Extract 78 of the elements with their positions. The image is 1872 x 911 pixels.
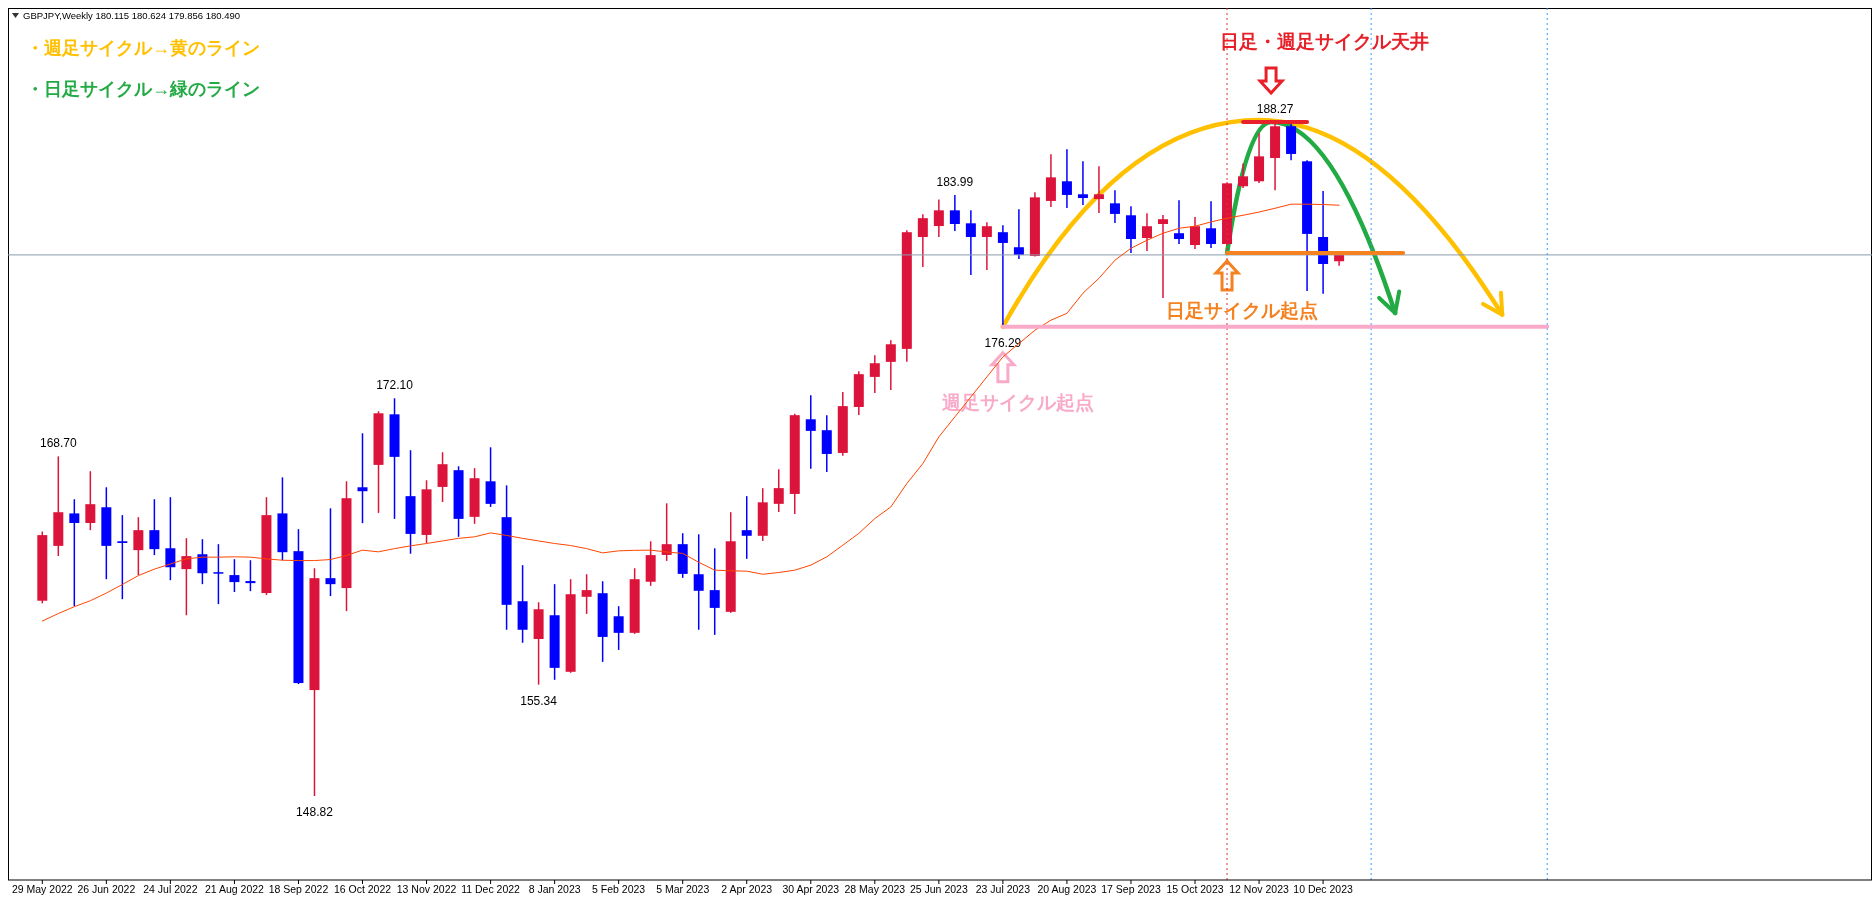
- x-tick-label: 12 Nov 2023: [1229, 883, 1289, 896]
- candlestick: [213, 543, 224, 605]
- text: 188.27: [1256, 102, 1294, 116]
- text: 日足・週足サイクル天井: [1219, 31, 1429, 52]
- candlestick: [709, 547, 720, 636]
- annotation: 183.99: [936, 175, 974, 190]
- chart-title: GBPJPY,Weekly 180.115 180.624 179.856 180.490: [23, 10, 241, 21]
- x-tick-label: 17 Sep 2023: [1101, 883, 1161, 896]
- candlestick: [693, 533, 704, 631]
- candlestick: [357, 432, 368, 524]
- x-tick-label: 24 Jul 2022: [143, 883, 198, 896]
- x-tick-label: 26 Jun 2022: [77, 883, 136, 896]
- x-tick-label: 13 Nov 2022: [396, 883, 457, 896]
- x-tick-label: 20 Aug 2023: [1037, 883, 1097, 896]
- annotation: 172.10: [376, 378, 414, 393]
- candlestick: [917, 213, 928, 268]
- candlestick: [1157, 214, 1168, 299]
- candlestick: [149, 498, 160, 556]
- text: ・週足サイクル→黄のライン: [26, 38, 260, 58]
- annotation: 168.70: [39, 436, 77, 451]
- x-tick-label: 28 May 2023: [844, 883, 906, 896]
- candlestick: [933, 198, 944, 238]
- x-tick-label: 15 Oct 2023: [1166, 883, 1224, 896]
- candlestick: [165, 496, 176, 581]
- candlestick: [1190, 216, 1201, 250]
- candlestick: [773, 468, 784, 513]
- candlestick: [885, 339, 896, 391]
- candlestick: [613, 605, 624, 651]
- candlestick: [805, 394, 816, 470]
- x-tick-label: 2 Apr 2023: [721, 883, 773, 896]
- annotation: 155.34: [520, 693, 558, 708]
- candlestick: [965, 209, 976, 276]
- candlestick: [1238, 162, 1249, 189]
- text: 148.82: [296, 805, 334, 819]
- candlestick: [869, 354, 880, 394]
- x-tick-label: 5 Feb 2023: [592, 883, 646, 896]
- x-tick-label: 25 Jun 2023: [909, 883, 968, 896]
- annotation: 日足サイクル起点: [1166, 300, 1319, 322]
- candlestick: [85, 470, 96, 531]
- candlestick: [325, 507, 336, 597]
- x-tick-label: 18 Sep 2022: [268, 883, 329, 896]
- x-tick-label: 5 Mar 2023: [656, 883, 710, 896]
- candlestick: [1061, 148, 1072, 209]
- candlestick: [1109, 189, 1120, 224]
- candlestick: [117, 514, 128, 600]
- candlestick: [133, 516, 144, 576]
- candlestick: [1013, 208, 1024, 260]
- candlestick: [1174, 199, 1184, 245]
- x-tick-label: 16 Oct 2022: [333, 883, 392, 896]
- candlestick: [1077, 160, 1088, 206]
- x-tick-label: 29 May 2022: [11, 883, 73, 896]
- candlestick: [1206, 200, 1217, 249]
- candlestick: [229, 558, 240, 593]
- candlestick: [821, 414, 832, 473]
- x-tick-label: 21 Aug 2022: [204, 883, 265, 896]
- x-tick-label: 11 Dec 2022: [461, 883, 521, 896]
- x-tick-label: 30 Apr 2023: [782, 883, 840, 896]
- text: ・日足サイクル→緑のライン: [26, 79, 260, 99]
- candlestick: [197, 538, 208, 585]
- x-tick-label: 8 Jan 2023: [528, 883, 581, 896]
- candlestick: [741, 495, 752, 560]
- x-tick-label: 23 Jul 2023: [975, 883, 1031, 896]
- candlestick: [981, 221, 992, 271]
- candlestick: [69, 498, 80, 607]
- candlestick: [1141, 212, 1152, 252]
- candlestick: [661, 502, 672, 562]
- x-tick-label: 10 Dec 2023: [1293, 883, 1354, 896]
- candlestick: [437, 451, 448, 503]
- candlestick: [949, 194, 960, 232]
- candlestick: [997, 224, 1008, 328]
- candlestick: [485, 446, 496, 508]
- candlestick: [245, 559, 256, 592]
- annotation: 176.29: [984, 335, 1022, 350]
- candlestick: [1093, 165, 1104, 214]
- candlestick: [1045, 153, 1056, 208]
- candlestick: [1125, 205, 1136, 254]
- candlestick: [181, 537, 192, 616]
- candlestick: [581, 573, 592, 615]
